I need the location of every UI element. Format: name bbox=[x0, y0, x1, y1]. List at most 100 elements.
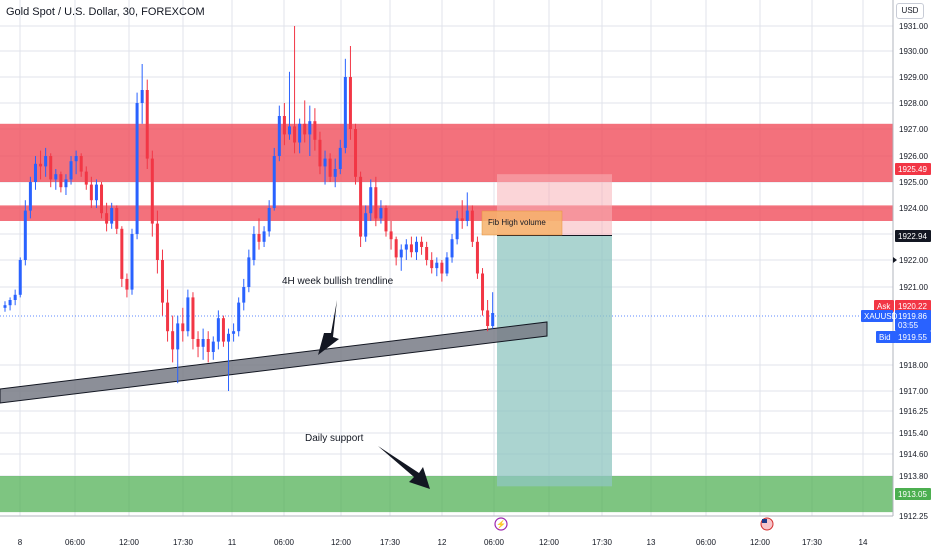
price-tick-label: 1930.00 bbox=[899, 47, 928, 56]
candle-body bbox=[155, 223, 159, 260]
price-tick-label: 1913.80 bbox=[899, 472, 928, 481]
price-axis-bg[interactable] bbox=[893, 0, 932, 550]
trendline-channel[interactable] bbox=[0, 321, 548, 404]
trendline-channel-shape[interactable] bbox=[0, 321, 548, 404]
label-bid[interactable]: Bid bbox=[876, 331, 896, 343]
time-tick-label: 13 bbox=[647, 538, 656, 547]
candle-body bbox=[287, 126, 291, 135]
candle-body bbox=[369, 187, 373, 214]
candle-body bbox=[404, 244, 408, 250]
candle-body bbox=[237, 302, 241, 332]
candle-body bbox=[293, 126, 297, 143]
price-tick-label: 1917.00 bbox=[899, 387, 928, 396]
lightning-event-icon[interactable] bbox=[494, 517, 508, 531]
candle-body bbox=[100, 184, 104, 214]
price-tick-label: 1928.00 bbox=[899, 99, 928, 108]
label-bid-value[interactable]: 1919.55 bbox=[895, 331, 931, 343]
label-symbol[interactable]: XAUUSD bbox=[861, 310, 898, 322]
label-1913[interactable]: 1913.05 bbox=[895, 488, 931, 500]
candle-body bbox=[455, 218, 459, 240]
candle-body bbox=[206, 339, 210, 352]
zone-1[interactable] bbox=[0, 123, 893, 182]
candle-body bbox=[201, 339, 205, 347]
time-tick-label: 12 bbox=[438, 538, 447, 547]
price-tick-label: 1924.00 bbox=[899, 204, 928, 213]
candle-body bbox=[115, 208, 119, 229]
lightning-glyph: ⚡ bbox=[496, 519, 506, 529]
zone-3[interactable] bbox=[0, 476, 893, 513]
price-tick-label: 1918.00 bbox=[899, 361, 928, 370]
candle-body bbox=[166, 302, 170, 332]
label-1925[interactable]: 1925.49 bbox=[895, 163, 931, 175]
zone-2[interactable] bbox=[0, 205, 893, 221]
candle-body bbox=[257, 234, 261, 242]
candle-body bbox=[181, 323, 185, 332]
label-bid-text: Bid bbox=[879, 333, 891, 342]
trendline-label[interactable]: 4H week bullish trendline bbox=[282, 276, 394, 287]
candle-body bbox=[470, 210, 474, 242]
candle-body bbox=[409, 244, 413, 253]
symbol-title[interactable]: Gold Spot / U.S. Dollar, 30, FOREXCOM bbox=[6, 6, 205, 18]
label-ask-text: Ask bbox=[877, 302, 891, 311]
candle-body bbox=[318, 139, 322, 167]
candle-body bbox=[232, 331, 236, 334]
label-countdown[interactable]: 03:55 bbox=[895, 319, 931, 331]
label-bid-value-text: 1919.55 bbox=[898, 333, 927, 342]
candle-body bbox=[125, 278, 129, 290]
candle-body bbox=[3, 305, 7, 308]
candle-body bbox=[343, 77, 347, 148]
candle-body bbox=[247, 257, 251, 287]
label-1922[interactable]: 1922.94 bbox=[895, 230, 931, 242]
zones bbox=[0, 123, 893, 513]
label-ask-value[interactable]: 1920.22 bbox=[895, 300, 931, 312]
candle-body bbox=[262, 231, 266, 242]
candle-body bbox=[348, 77, 352, 129]
time-axis-bg[interactable] bbox=[0, 516, 893, 550]
candle-body bbox=[89, 184, 93, 201]
candle-body bbox=[389, 231, 393, 240]
candle-body bbox=[359, 176, 363, 237]
candle-body bbox=[414, 241, 418, 253]
time-tick-label: 06:00 bbox=[696, 538, 717, 547]
candle-body bbox=[54, 174, 58, 180]
candle-body bbox=[84, 171, 88, 185]
currency-button[interactable]: USD bbox=[896, 3, 924, 19]
label-ask-value-bg bbox=[895, 300, 931, 312]
label-ask[interactable]: Ask bbox=[874, 300, 894, 312]
label-1922-bg bbox=[895, 230, 931, 242]
price-tick-label: 1927.00 bbox=[899, 125, 928, 134]
candle-body bbox=[23, 210, 27, 260]
candle-body bbox=[211, 341, 215, 352]
candle-body bbox=[481, 273, 485, 311]
label-bid-bg bbox=[876, 331, 896, 343]
candle-body bbox=[227, 333, 231, 342]
candle-body bbox=[59, 174, 63, 188]
candle-body bbox=[338, 147, 342, 169]
candle-body bbox=[303, 123, 307, 135]
candle-body bbox=[216, 318, 220, 342]
fib-box-label[interactable]: Fib High volume bbox=[488, 218, 546, 227]
price-tick-label: 1922.00 bbox=[899, 256, 928, 265]
candle-body bbox=[298, 123, 302, 143]
us-flag-canton bbox=[762, 519, 767, 523]
candle-body bbox=[272, 156, 276, 208]
fib-box[interactable] bbox=[481, 210, 563, 236]
candle-body bbox=[135, 103, 139, 234]
candle-body bbox=[221, 318, 225, 342]
target-zone[interactable] bbox=[497, 235, 612, 487]
candle-body bbox=[435, 262, 439, 269]
time-ticks: 8 06:00 12:00 17:30 11 06:00 12:00 17:30 12 06:00… bbox=[18, 538, 868, 547]
axis-marker bbox=[893, 257, 897, 263]
label-last-text: 1919.86 bbox=[898, 312, 927, 321]
candle-body bbox=[8, 300, 12, 306]
candle-body bbox=[196, 339, 200, 347]
candle-body bbox=[64, 179, 68, 188]
candle-body bbox=[394, 239, 398, 258]
trendline-arrow bbox=[318, 300, 339, 355]
position-tool[interactable] bbox=[481, 174, 612, 487]
candle-body bbox=[69, 161, 73, 180]
support-label[interactable]: Daily support bbox=[305, 433, 364, 444]
